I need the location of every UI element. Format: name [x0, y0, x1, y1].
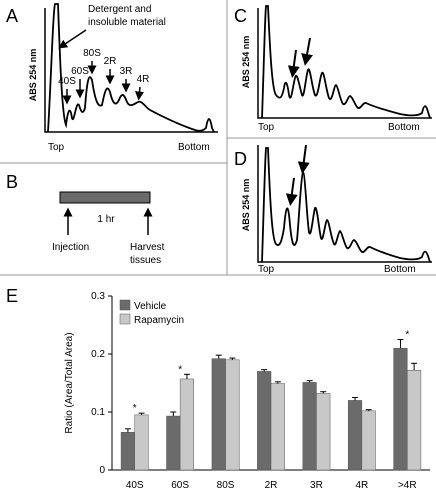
profile-curve: [261, 147, 431, 263]
axis: [257, 8, 432, 119]
y-axis-label: Ratio (Area/Total Area): [64, 332, 75, 433]
peak-label: 40S: [58, 76, 76, 87]
end-label: Harvest: [130, 242, 165, 253]
arrow: [301, 37, 313, 66]
legend-label: Vehicle: [134, 301, 167, 312]
bar: [316, 393, 331, 471]
bar: [347, 400, 363, 471]
bar: [120, 432, 135, 471]
end-label: tissues: [130, 255, 161, 266]
bar: [225, 359, 240, 471]
profile-curve: [47, 3, 215, 133]
bar: [211, 358, 226, 471]
x-end-label: Bottom: [178, 142, 210, 153]
annotation: Detergent and: [88, 4, 151, 15]
peak-label: 4R: [137, 74, 150, 85]
peak-label: 60S: [71, 66, 89, 77]
significance-marker: *: [133, 403, 137, 414]
peak-label: 3R: [120, 66, 133, 77]
annotation: insoluble material: [88, 17, 166, 28]
y-axis-label: ABS 254 nm: [241, 36, 251, 89]
arrow: [135, 86, 144, 101]
y-tick-label: 0.2: [91, 349, 105, 360]
peak-label: 2R: [104, 56, 117, 67]
arrow: [58, 29, 87, 49]
bar: [393, 347, 408, 471]
y-tick-label: 0.3: [91, 291, 105, 302]
legend-label: Rapamycin: [134, 315, 184, 326]
x-tick-label: 40S: [126, 480, 144, 491]
x-tick-label: 60S: [171, 480, 189, 491]
panel-label: D: [234, 149, 247, 169]
arrow: [285, 177, 298, 206]
bar: [166, 415, 181, 471]
bar: [179, 378, 195, 471]
panel-label: C: [234, 6, 247, 26]
x-tick-label: 4R: [355, 480, 368, 491]
peak-label: 80S: [83, 48, 101, 59]
y-axis-label: ABS 254 nm: [241, 179, 251, 232]
arrow: [287, 49, 300, 78]
y-axis-label: ABS 254 nm: [28, 49, 38, 102]
profile-curve: [261, 5, 431, 119]
x-start-label: Top: [48, 142, 65, 153]
legend-swatch: [119, 313, 131, 325]
timeline-bar: [59, 191, 151, 204]
start-label: Injection: [52, 242, 89, 253]
panel-label: E: [6, 286, 18, 306]
x-end-label: Bottom: [388, 122, 420, 133]
bar: [257, 371, 272, 471]
x-tick-label: >4R: [398, 480, 417, 491]
significance-marker: *: [178, 364, 182, 375]
axis: [44, 8, 218, 133]
x-end-label: Bottom: [384, 264, 416, 275]
x-start-label: Top: [258, 122, 275, 133]
bar: [270, 383, 285, 471]
y-tick-label: 0.1: [91, 407, 105, 418]
legend-swatch: [119, 299, 131, 311]
x-tick-label: 2R: [265, 480, 278, 491]
x-tick-label: 80S: [217, 480, 235, 491]
bar: [302, 382, 317, 471]
duration: 1 hr: [97, 214, 115, 225]
axis: [257, 145, 432, 263]
significance-marker: *: [405, 330, 409, 341]
bar-chart: Ratio (Area/Total Area) 0 0.1 0.2 0.3 40S 60S 8…: [64, 291, 430, 491]
bar: [407, 369, 422, 471]
y-tick-label: 0: [99, 465, 105, 476]
bar: [134, 414, 149, 471]
panel-label: B: [6, 172, 18, 192]
bar: [361, 410, 376, 471]
panel-label: A: [6, 6, 18, 26]
x-tick-label: 3R: [310, 480, 323, 491]
x-start-label: Top: [258, 264, 275, 275]
arrow: [297, 144, 310, 174]
